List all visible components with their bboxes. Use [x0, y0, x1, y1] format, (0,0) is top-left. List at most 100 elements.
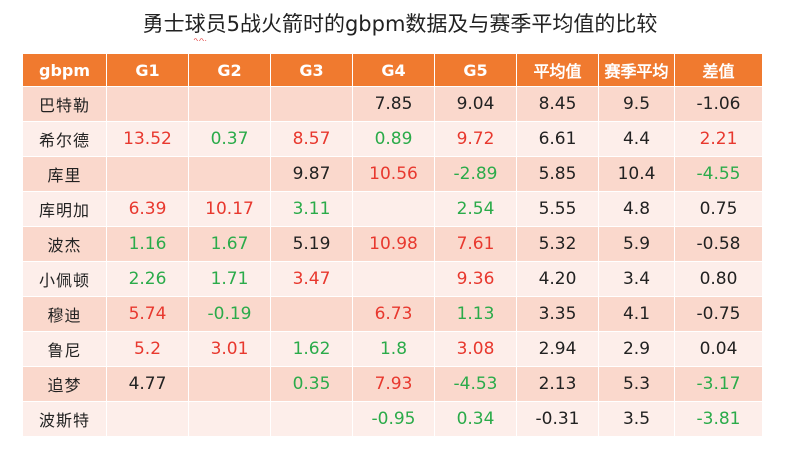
table-body: 巴特勒 7.85 9.04 8.45 9.5 -1.06 希尔德 13.52 0.37 8.57 0… [22, 86, 763, 437]
cell-g2 [188, 366, 271, 402]
cell-season-average: 2.9 [598, 331, 675, 367]
cell-g2: 1.67 [188, 226, 271, 262]
cell-g1: 2.26 [106, 261, 189, 297]
cell-average: 5.32 [516, 226, 599, 262]
cell-difference: -1.06 [674, 86, 763, 122]
header-season-average: 赛季平均 [598, 53, 675, 87]
cell-g5: 1.13 [434, 296, 517, 332]
cell-g4: 7.93 [352, 366, 435, 402]
chart-title: 勇士球员5战火箭时的gbpm数据及与赛季平均值的比较 [0, 8, 800, 41]
cell-average: 6.61 [516, 121, 599, 157]
cell-g4 [352, 191, 435, 227]
cell-g4 [352, 261, 435, 297]
player-name: 追梦 [22, 366, 107, 402]
cell-g1 [106, 156, 189, 192]
cell-g3: 8.57 [270, 121, 353, 157]
cell-difference: -3.17 [674, 366, 763, 402]
cell-g3: 9.87 [270, 156, 353, 192]
cell-g4: 10.56 [352, 156, 435, 192]
cell-g5: -4.53 [434, 366, 517, 402]
table-row: 鲁尼 5.2 3.01 1.62 1.8 3.08 2.94 2.9 0.04 [22, 331, 763, 367]
cell-season-average: 3.4 [598, 261, 675, 297]
cell-g1: 13.52 [106, 121, 189, 157]
cell-difference: 0.75 [674, 191, 763, 227]
table-row: 波杰 1.16 1.67 5.19 10.98 7.61 5.32 5.9 -0.58 [22, 226, 763, 262]
cell-difference: 0.80 [674, 261, 763, 297]
cell-average: 5.55 [516, 191, 599, 227]
player-name: 希尔德 [22, 121, 107, 157]
cell-g3: 5.19 [270, 226, 353, 262]
title-text: 勇士球员5战火箭时的gbpm数据及与赛季平均值的比较 [142, 8, 658, 41]
player-name: 巴特勒 [22, 86, 107, 122]
cell-season-average: 4.1 [598, 296, 675, 332]
header-g3: G3 [270, 53, 353, 87]
player-name: 库明加 [22, 191, 107, 227]
cell-difference: -3.81 [674, 401, 763, 437]
cell-g1 [106, 401, 189, 437]
table-row: 追梦 4.77 0.35 7.93 -4.53 2.13 5.3 -3.17 [22, 366, 763, 402]
cell-average: 2.94 [516, 331, 599, 367]
header-g5: G5 [434, 53, 517, 87]
table-row: 库明加 6.39 10.17 3.11 2.54 5.55 4.8 0.75 [22, 191, 763, 227]
cell-difference: -0.75 [674, 296, 763, 332]
cell-g2: 0.37 [188, 121, 271, 157]
cell-g5: 2.54 [434, 191, 517, 227]
cell-difference: -0.58 [674, 226, 763, 262]
cell-g1 [106, 86, 189, 122]
header-row: gbpm G1 G2 G3 G4 G5 平均值 赛季平均 差值 [22, 53, 763, 87]
cell-g1: 5.74 [106, 296, 189, 332]
title-label: 勇士球员5战火箭时的gbpm数据及与赛季平均值的比较 [142, 12, 658, 36]
header-g2: G2 [188, 53, 271, 87]
cell-difference: 0.04 [674, 331, 763, 367]
cell-average: 8.45 [516, 86, 599, 122]
cell-season-average: 5.3 [598, 366, 675, 402]
player-name: 波杰 [22, 226, 107, 262]
table-row: 库里 9.87 10.56 -2.89 5.85 10.4 -4.55 [22, 156, 763, 192]
cell-g1: 1.16 [106, 226, 189, 262]
header-gbpm: gbpm [22, 53, 107, 87]
table-row: 巴特勒 7.85 9.04 8.45 9.5 -1.06 [22, 86, 763, 122]
cell-g1: 4.77 [106, 366, 189, 402]
cell-g5: 9.72 [434, 121, 517, 157]
cell-g5: 0.34 [434, 401, 517, 437]
cell-g3 [270, 86, 353, 122]
cell-g3 [270, 401, 353, 437]
cell-g5: 9.04 [434, 86, 517, 122]
cell-season-average: 4.4 [598, 121, 675, 157]
cell-season-average: 10.4 [598, 156, 675, 192]
cell-difference: -4.55 [674, 156, 763, 192]
cell-average: 4.20 [516, 261, 599, 297]
player-name: 鲁尼 [22, 331, 107, 367]
cell-g4: 0.89 [352, 121, 435, 157]
cell-difference: 2.21 [674, 121, 763, 157]
cell-g5: 7.61 [434, 226, 517, 262]
player-name: 穆迪 [22, 296, 107, 332]
cell-g2: -0.19 [188, 296, 271, 332]
cell-season-average: 5.9 [598, 226, 675, 262]
table-row: 波斯特 -0.95 0.34 -0.31 3.5 -3.81 [22, 401, 763, 437]
cell-g3: 3.47 [270, 261, 353, 297]
header-g1: G1 [106, 53, 189, 87]
gbpm-table: gbpm G1 G2 G3 G4 G5 平均值 赛季平均 差值 巴特勒 7.85 9… [22, 53, 763, 437]
cell-g2: 10.17 [188, 191, 271, 227]
cell-season-average: 3.5 [598, 401, 675, 437]
cell-average: 5.85 [516, 156, 599, 192]
cell-g4: 10.98 [352, 226, 435, 262]
cell-g2 [188, 86, 271, 122]
table-row: 小佩顿 2.26 1.71 3.47 9.36 4.20 3.4 0.80 [22, 261, 763, 297]
cell-g4: 6.73 [352, 296, 435, 332]
header-difference: 差值 [674, 53, 763, 87]
cell-g5: 3.08 [434, 331, 517, 367]
spellcheck-underline [193, 38, 206, 41]
cell-g3: 0.35 [270, 366, 353, 402]
cell-g5: 9.36 [434, 261, 517, 297]
cell-g4: 7.85 [352, 86, 435, 122]
header-g4: G4 [352, 53, 435, 87]
cell-g1: 5.2 [106, 331, 189, 367]
player-name: 波斯特 [22, 401, 107, 437]
cell-g2 [188, 156, 271, 192]
cell-g4: -0.95 [352, 401, 435, 437]
cell-g3 [270, 296, 353, 332]
cell-average: 3.35 [516, 296, 599, 332]
cell-average: -0.31 [516, 401, 599, 437]
